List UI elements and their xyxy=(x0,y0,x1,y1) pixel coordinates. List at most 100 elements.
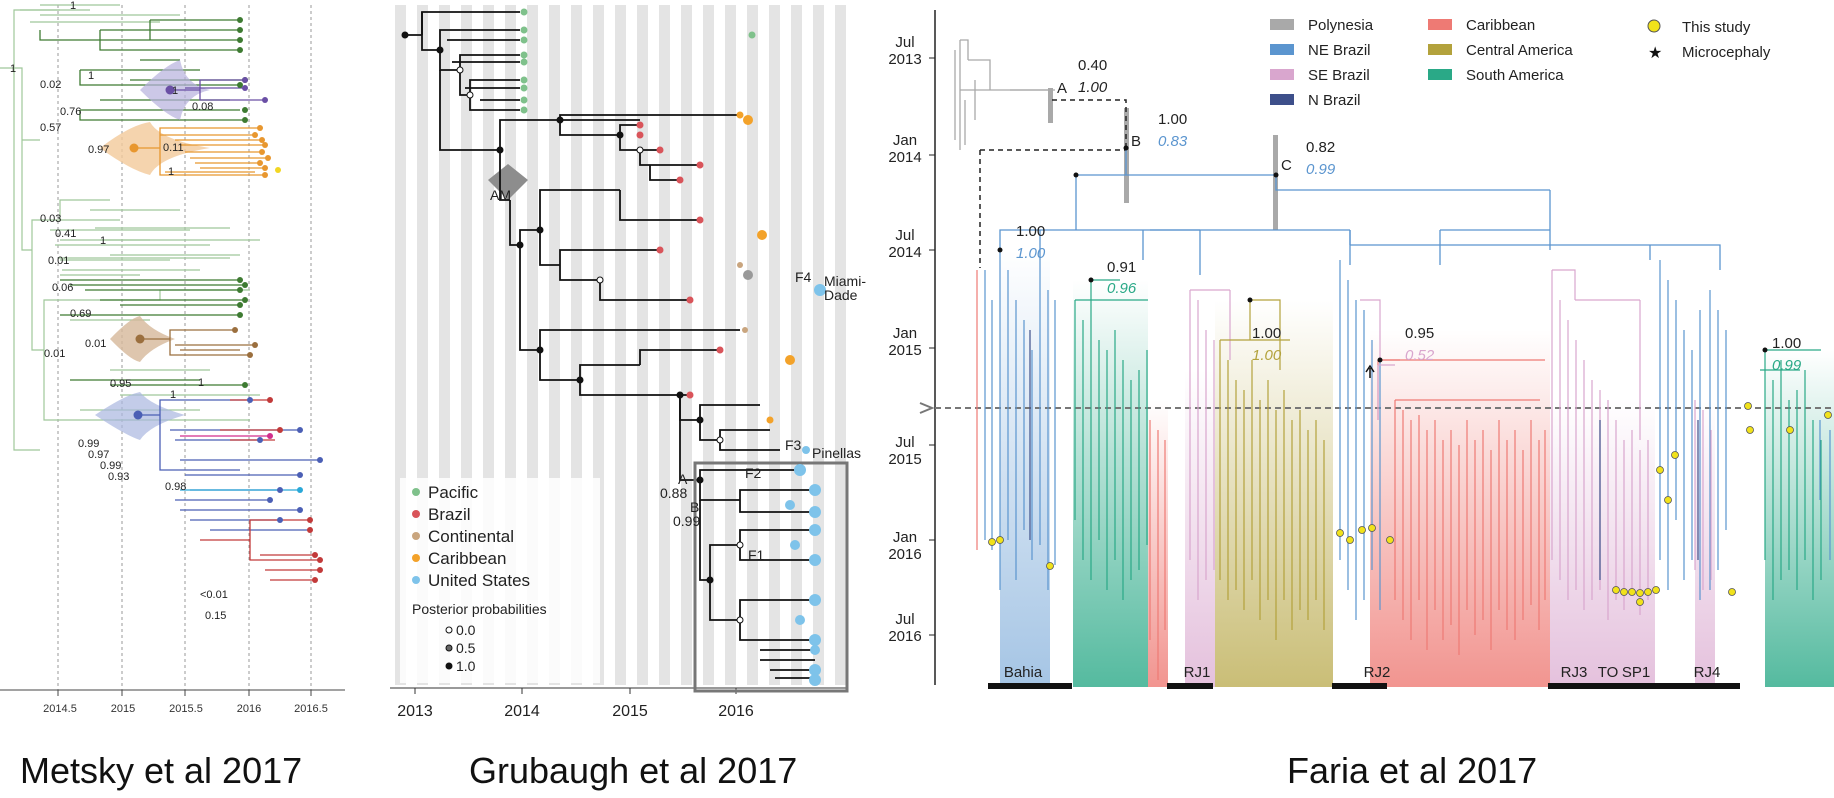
faria-node-annotations: A 0.40 1.00 B 1.00 0.83 C 0.82 0.99 1.00… xyxy=(1016,57,1802,374)
faria-region-rj3: RJ3 xyxy=(1561,664,1588,681)
faria-clade-shading xyxy=(1000,250,1834,687)
metsky-support: 0.57 xyxy=(40,122,61,134)
caption-metsky: Metsky et al 2017 xyxy=(20,750,303,791)
faria-ytick-year: 2015 xyxy=(888,451,921,468)
faria-legend: Polynesia NE Brazil SE Brazil N Brazil C… xyxy=(1270,17,1771,109)
faria-ytick-month: Jul xyxy=(895,227,914,244)
metsky-support: 1 xyxy=(10,63,16,75)
grubaugh-tree xyxy=(405,11,815,679)
faria-region-rj4: RJ4 xyxy=(1694,664,1721,681)
faria-region-to: TO xyxy=(1598,664,1619,681)
metsky-xtick: 2015 xyxy=(111,703,135,715)
faria-ytick-year: 2013 xyxy=(888,51,921,68)
metsky-support: 0.01 xyxy=(44,348,65,360)
legend-se-brazil: SE Brazil xyxy=(1308,67,1370,84)
metsky-support: 0.08 xyxy=(192,101,213,113)
faria-region-rj2: RJ2 xyxy=(1364,664,1391,681)
grubaugh-xtick: 2016 xyxy=(718,703,754,720)
grubaugh-panel: 2013 2014 2015 2016 xyxy=(390,5,866,720)
legend-caribbean: Caribbean xyxy=(1466,17,1535,34)
grubaugh-label-miami: Miami- xyxy=(824,273,866,289)
metsky-support: 0.11 xyxy=(163,142,184,154)
legend-united-states: United States xyxy=(428,571,530,590)
legend-central-america: Central America xyxy=(1466,42,1573,59)
metsky-support: 0.02 xyxy=(40,79,61,91)
metsky-support: 0.01 xyxy=(85,338,106,350)
faria-clade-support: 0.96 xyxy=(1107,280,1137,297)
grubaugh-label-pinellas: Pinellas xyxy=(812,445,861,461)
grubaugh-label-am: AM xyxy=(490,187,511,203)
faria-region-bars xyxy=(988,683,1740,689)
grubaugh-time-stripes xyxy=(395,5,846,685)
metsky-xtick: 2015.5 xyxy=(169,703,203,715)
grubaugh-label-f3: F3 xyxy=(785,437,802,453)
metsky-support: 0.41 xyxy=(55,228,76,240)
faria-ytick-year: 2015 xyxy=(888,342,921,359)
pp-title: Posterior probabilities xyxy=(412,601,547,617)
faria-region-sp1: SP1 xyxy=(1622,664,1650,681)
grubaugh-label-f4: F4 xyxy=(795,269,812,285)
faria-node-c-p2: 0.99 xyxy=(1306,161,1336,178)
metsky-support: 0.93 xyxy=(108,471,129,483)
faria-node-c-p1: 0.82 xyxy=(1306,139,1335,156)
metsky-support: 1 xyxy=(198,377,204,389)
faria-backbone xyxy=(999,148,1721,275)
faria-ytick-month: Jan xyxy=(893,529,917,546)
grubaugh-label-a: A xyxy=(678,471,688,487)
metsky-support: <0.01 xyxy=(200,589,228,601)
legend-microcephaly: Microcephaly xyxy=(1682,44,1771,61)
metsky-support: 0.95 xyxy=(110,378,131,390)
metsky-node xyxy=(165,85,175,95)
grubaugh-label-f1: F1 xyxy=(748,547,765,563)
faria-arrow-up-icon xyxy=(1365,364,1375,378)
legend-continental: Continental xyxy=(428,527,514,546)
metsky-panel: 2014.5 2015 2015.5 2016 2016.5 xyxy=(0,0,345,715)
metsky-green-clades xyxy=(39,19,245,386)
faria-ytick-month: Jul xyxy=(895,611,914,628)
metsky-tips xyxy=(232,17,323,583)
faria-node-a-p1: 0.40 xyxy=(1078,57,1107,74)
legend-this-study: This study xyxy=(1682,19,1751,36)
faria-tips xyxy=(988,402,1832,606)
metsky-support: 1 xyxy=(170,389,176,401)
metsky-support: 0.69 xyxy=(70,308,91,320)
metsky-support: 0.99 xyxy=(100,460,121,472)
faria-ytick-month: Jul xyxy=(895,34,914,51)
faria-node-b: B xyxy=(1131,133,1141,150)
star-icon: ★ xyxy=(1648,45,1662,62)
metsky-xtick: 2016.5 xyxy=(294,703,328,715)
faria-node-b-p1: 1.00 xyxy=(1158,111,1187,128)
faria-clades xyxy=(976,250,1831,680)
metsky-support: 1 xyxy=(172,85,178,97)
metsky-xtick: 2014.5 xyxy=(43,703,77,715)
faria-clade-support: 0.99 xyxy=(1772,357,1802,374)
faria-clade-support: 0.95 xyxy=(1405,325,1434,342)
faria-ytick-year: 2016 xyxy=(888,546,921,563)
metsky-support: 0.15 xyxy=(205,610,226,622)
caption-grubaugh: Grubaugh et al 2017 xyxy=(469,750,798,791)
metsky-support: 0.97 xyxy=(88,144,109,156)
grubaugh-xtick: 2013 xyxy=(397,703,433,720)
faria-clade-support: 1.00 xyxy=(1252,325,1281,342)
metsky-support: 0.03 xyxy=(40,213,61,225)
grubaugh-label-b-pp: 0.99 xyxy=(673,513,700,529)
grubaugh-label-a-pp: 0.88 xyxy=(660,485,687,501)
metsky-backbone xyxy=(0,4,260,451)
legend-south-america: South America xyxy=(1466,67,1564,84)
faria-ytick-year: 2016 xyxy=(888,628,921,645)
metsky-support: 1 xyxy=(100,235,106,247)
legend-caribbean: Caribbean xyxy=(428,549,506,568)
faria-node-b-p2: 0.83 xyxy=(1158,133,1188,150)
legend-n-brazil: N Brazil xyxy=(1308,92,1361,109)
faria-ytick-year: 2014 xyxy=(888,244,921,261)
faria-region-rj1: RJ1 xyxy=(1184,664,1211,681)
faria-clade-support: 1.00 xyxy=(1016,223,1045,240)
grubaugh-legend: Pacific Brazil Continental Caribbean Uni… xyxy=(412,483,547,674)
faria-node-a-p2: 1.00 xyxy=(1078,79,1108,96)
pp-level: 1.0 xyxy=(456,658,476,674)
caption-faria: Faria et al 2017 xyxy=(1287,750,1538,791)
grubaugh-tips xyxy=(520,8,826,686)
grubaugh-legend-bg xyxy=(400,478,600,683)
